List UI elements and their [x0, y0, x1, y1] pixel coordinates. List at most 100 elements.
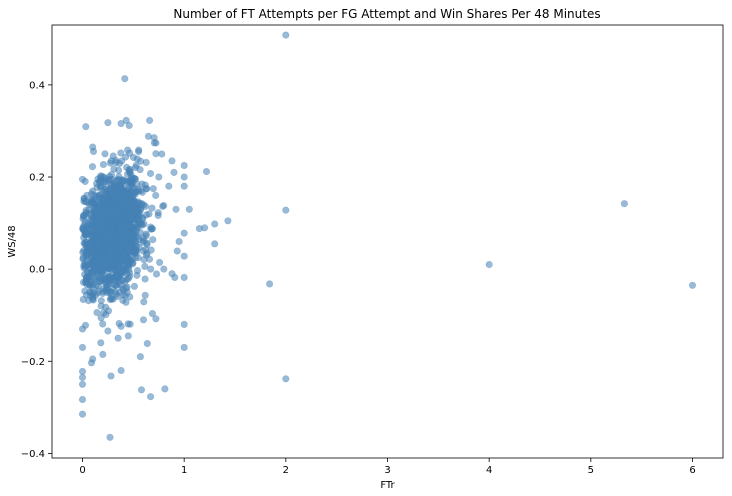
data-point	[107, 186, 115, 194]
x-tick-label: 2	[283, 465, 289, 476]
data-point	[88, 163, 97, 171]
data-point	[133, 271, 141, 279]
data-point	[106, 296, 114, 304]
data-point	[161, 385, 169, 393]
data-point	[149, 185, 157, 193]
data-point	[180, 273, 188, 282]
x-tick-label: 3	[384, 465, 390, 476]
data-point	[120, 200, 128, 208]
data-point	[134, 215, 142, 223]
data-point	[170, 168, 178, 176]
data-point	[180, 182, 188, 190]
data-point	[101, 150, 109, 158]
data-point	[146, 169, 155, 178]
data-point	[147, 393, 155, 401]
data-point	[135, 146, 143, 154]
data-point	[89, 284, 97, 292]
data-point	[266, 280, 274, 288]
data-point	[144, 132, 152, 140]
data-point	[78, 343, 87, 352]
data-point	[122, 116, 130, 124]
data-point	[158, 150, 166, 158]
y-axis-ticks: −0.4 −0.2 0.0 0.2 0.4	[21, 80, 52, 460]
data-point	[101, 303, 110, 311]
data-point	[152, 191, 160, 199]
data-point	[114, 258, 122, 266]
data-point	[160, 265, 168, 273]
data-point	[109, 152, 117, 160]
data-point	[87, 200, 95, 208]
data-point	[121, 75, 129, 83]
data-point	[152, 270, 161, 278]
data-point	[141, 275, 149, 283]
data-point	[86, 240, 95, 248]
data-point	[147, 265, 155, 273]
data-point	[168, 270, 176, 278]
data-point	[195, 225, 203, 233]
data-point	[82, 206, 90, 215]
data-point	[107, 372, 115, 380]
data-point	[97, 339, 105, 347]
data-point	[99, 320, 107, 328]
data-point	[117, 366, 125, 375]
data-point	[102, 262, 110, 270]
data-point	[139, 316, 148, 324]
chart-title: Number of FT Attempts per FG Attempt and…	[173, 7, 600, 21]
data-point	[84, 269, 92, 277]
data-point	[83, 250, 92, 258]
data-point	[152, 315, 160, 323]
data-point	[97, 181, 105, 190]
x-tick-label: 5	[588, 465, 594, 476]
data-point	[148, 310, 156, 318]
data-point	[78, 367, 87, 376]
data-point	[138, 200, 146, 208]
data-point	[160, 201, 168, 210]
data-point	[107, 276, 115, 284]
data-point	[141, 262, 149, 271]
data-point	[136, 353, 144, 361]
data-point	[106, 433, 114, 441]
data-point	[81, 278, 90, 287]
data-point	[180, 229, 188, 237]
data-point	[155, 173, 163, 181]
data-point	[137, 386, 146, 394]
data-point	[93, 241, 102, 249]
data-point	[93, 266, 101, 275]
y-tick-label: 0.0	[29, 265, 45, 276]
data-point	[180, 343, 188, 352]
data-point	[128, 224, 136, 232]
data-point	[133, 180, 141, 188]
data-point	[123, 146, 132, 154]
data-point	[180, 173, 188, 181]
data-point	[92, 254, 100, 262]
data-point	[154, 209, 162, 217]
data-point	[180, 252, 188, 260]
data-point	[95, 205, 103, 213]
y-tick-label: −0.4	[21, 449, 45, 460]
y-tick-label: −0.2	[21, 357, 45, 368]
data-point	[79, 225, 87, 233]
data-point	[116, 288, 124, 296]
data-point	[93, 309, 101, 317]
data-point	[282, 31, 290, 39]
data-point	[147, 246, 155, 254]
data-point	[121, 278, 129, 286]
data-point	[142, 230, 150, 238]
data-point	[282, 375, 290, 383]
data-point	[83, 191, 91, 199]
data-point	[104, 119, 112, 127]
data-point	[142, 251, 150, 259]
data-point	[180, 320, 188, 329]
data-point	[94, 228, 102, 237]
data-points	[78, 31, 697, 441]
data-point	[81, 287, 89, 295]
data-point	[124, 332, 132, 340]
data-point	[145, 210, 153, 218]
y-axis-label: WS/48	[7, 225, 18, 257]
x-tick-label: 6	[689, 465, 695, 476]
data-point	[102, 177, 110, 185]
data-point	[112, 211, 120, 219]
data-point	[485, 260, 493, 269]
data-point	[180, 161, 188, 170]
